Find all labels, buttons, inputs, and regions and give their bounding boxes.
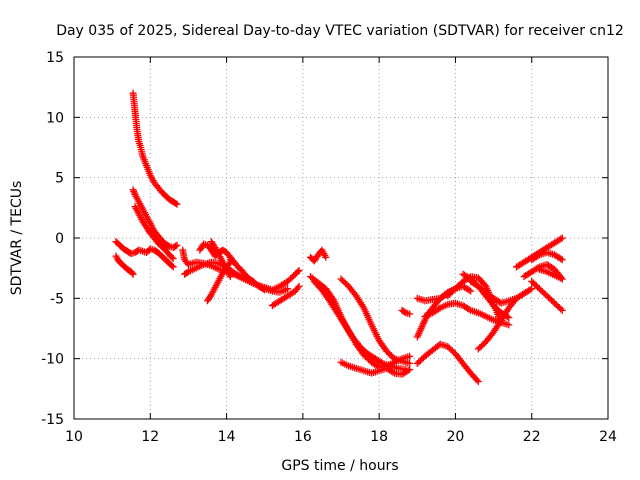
data-point xyxy=(528,285,536,293)
x-tick-label: 16 xyxy=(294,429,312,445)
series-arc-9 xyxy=(204,258,234,305)
series-arc-29 xyxy=(528,248,566,264)
data-point xyxy=(261,286,269,294)
y-tick-label: -10 xyxy=(41,352,64,368)
data-point xyxy=(467,287,475,295)
data-point xyxy=(406,359,414,367)
axis-ticks: 10 12 14 16 18 20 22 24 -15 -10 -5 0 5 10 15 xyxy=(41,50,617,445)
data-point xyxy=(173,200,181,208)
data-point xyxy=(168,262,176,270)
y-tick-label: 0 xyxy=(55,231,64,247)
data-point xyxy=(401,308,409,316)
series-arc-31 xyxy=(535,265,566,283)
series-arc-11 xyxy=(207,238,234,281)
series-arc-30 xyxy=(528,277,566,314)
data-point xyxy=(474,378,482,386)
y-tick-label: -15 xyxy=(41,412,64,428)
data-point xyxy=(534,252,542,260)
series-arc-17 xyxy=(337,358,414,378)
data-point xyxy=(465,305,473,313)
y-tick-label: 15 xyxy=(46,50,64,66)
x-tick-label: 18 xyxy=(370,429,388,445)
data-point xyxy=(226,273,234,281)
data-point xyxy=(465,286,473,294)
data-point xyxy=(295,267,303,275)
x-tick-label: 20 xyxy=(447,429,465,445)
x-tick-label: 14 xyxy=(218,429,236,445)
data-point xyxy=(526,286,534,294)
x-tick-label: 12 xyxy=(141,429,159,445)
data-point xyxy=(172,242,180,250)
data-point xyxy=(377,359,385,367)
data-point xyxy=(295,282,303,290)
chart-title: Day 035 of 2025, Sidereal Day-to-day VTE… xyxy=(56,23,624,39)
series-arc-18 xyxy=(398,306,414,318)
data-point xyxy=(259,285,267,293)
series-arc-10 xyxy=(226,256,269,294)
data-point xyxy=(172,199,180,207)
data-point xyxy=(558,256,566,264)
data-point xyxy=(168,253,176,261)
data-point xyxy=(505,314,513,322)
x-tick-label: 10 xyxy=(65,429,83,445)
data-point xyxy=(389,368,397,376)
data-series xyxy=(112,89,566,386)
series-arc-15 xyxy=(310,277,410,374)
series-arc-3 xyxy=(131,203,177,263)
data-point xyxy=(322,253,330,261)
data-point xyxy=(164,242,172,250)
data-point xyxy=(128,269,136,277)
x-axis-label: GPS time / hours xyxy=(281,458,398,474)
data-point xyxy=(294,268,302,276)
data-point xyxy=(406,310,414,318)
series-arc-21 xyxy=(413,340,482,386)
series-arc-16 xyxy=(337,275,414,367)
series-arc-13 xyxy=(306,246,330,265)
series-arc-26 xyxy=(474,294,520,353)
data-point xyxy=(473,376,481,384)
series-arc-5 xyxy=(112,252,137,278)
data-point xyxy=(557,305,565,313)
data-point xyxy=(129,270,137,278)
data-point xyxy=(511,296,519,304)
x-tick-label: 22 xyxy=(523,429,541,445)
data-point xyxy=(505,321,513,329)
y-axis-label: SDTVAR / TECUs xyxy=(9,181,25,296)
data-point xyxy=(404,366,412,374)
data-point xyxy=(173,241,181,249)
series-arc-22 xyxy=(413,285,459,341)
series-arc-14 xyxy=(306,273,414,371)
data-point xyxy=(406,352,414,360)
y-tick-label: 5 xyxy=(55,171,64,187)
data-point xyxy=(558,306,566,314)
series-arc-1 xyxy=(129,89,181,208)
data-point xyxy=(557,255,565,263)
series-arc-4 xyxy=(112,238,177,271)
x-tick-label: 24 xyxy=(599,429,617,445)
data-point xyxy=(557,235,565,243)
series-arc-25 xyxy=(467,277,536,307)
data-point xyxy=(169,263,177,271)
data-point xyxy=(512,294,520,302)
data-point xyxy=(294,284,302,292)
data-point xyxy=(558,234,566,242)
data-point xyxy=(406,366,414,374)
y-tick-label: 10 xyxy=(46,110,64,126)
data-point xyxy=(284,285,292,293)
y-tick-label: -5 xyxy=(50,291,64,307)
series-arc-12 xyxy=(268,282,303,310)
data-point xyxy=(169,255,177,263)
data-point xyxy=(558,275,566,283)
